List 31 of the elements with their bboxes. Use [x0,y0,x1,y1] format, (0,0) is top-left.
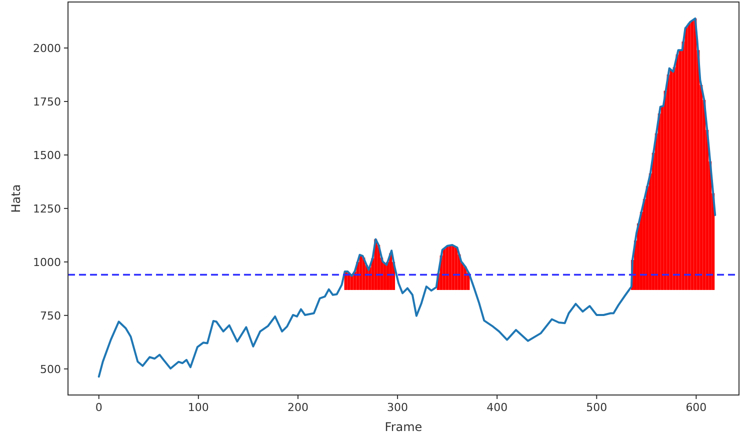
y-axis-title: Hata [9,184,23,213]
bar [670,70,673,290]
bar [362,258,366,290]
bar [676,54,679,290]
y-tick-label: 1750 [33,95,61,108]
x-tick-label: 100 [188,401,209,414]
line-series [98,17,716,378]
x-tick-label: 400 [486,401,508,414]
x-tick-label: 600 [686,401,707,414]
bar [446,246,449,290]
bar [350,276,354,290]
bar [688,23,691,290]
y-tick-label: 500 [40,362,61,376]
bar [452,245,455,290]
y-tick-label: 1000 [33,256,61,269]
x-tick-label: 0 [95,401,102,414]
bar [442,248,446,290]
bar [666,74,670,290]
x-axis-title: Frame [384,420,422,434]
bar [448,245,452,290]
x-tick-label: 300 [387,401,408,414]
x-tick-label: 200 [287,401,308,414]
y-tick-label: 2000 [33,42,61,55]
bar [684,27,688,290]
bar [359,255,362,290]
bar [690,20,694,290]
y-tick-label: 1250 [33,202,61,216]
y-tick-label: 750 [40,309,61,322]
y-tick-label: 1500 [33,148,61,162]
bar [694,18,697,290]
x-tick-label: 500 [586,401,608,414]
